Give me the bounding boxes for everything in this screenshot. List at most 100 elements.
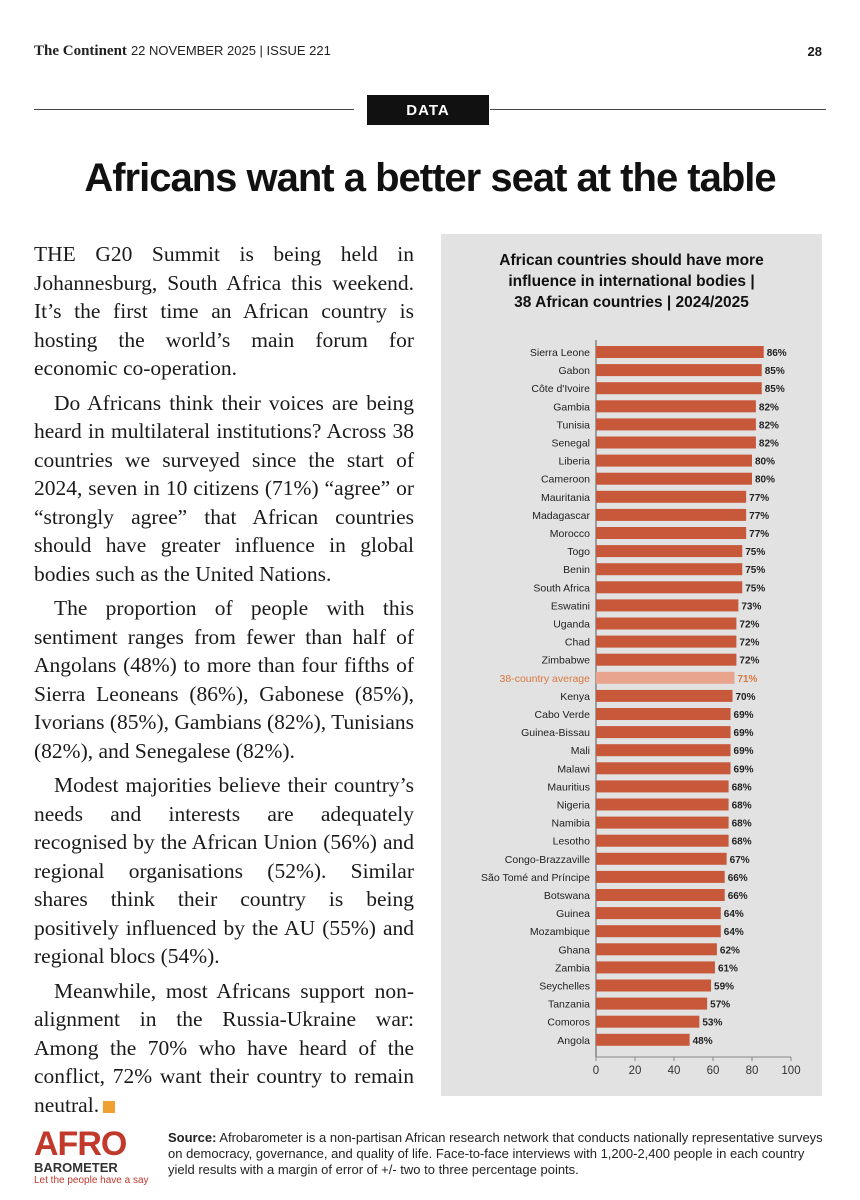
bar	[596, 852, 727, 865]
logo-text: AFRO	[34, 1125, 127, 1163]
category-label: Seychelles	[539, 981, 590, 993]
bar	[596, 346, 764, 358]
category-label: Lesotho	[553, 836, 591, 848]
bar	[596, 527, 747, 539]
data-label: 71%	[737, 674, 757, 685]
bar	[596, 961, 715, 974]
x-tick-label: 0	[593, 1065, 599, 1077]
bar	[596, 364, 762, 377]
category-label: Angola	[557, 1035, 590, 1047]
category-label: Côte d'Ivoire	[531, 383, 590, 395]
category-label: Senegal	[551, 438, 590, 450]
x-tick-label: 20	[629, 1065, 642, 1077]
paragraph: Do Africans think their voices are being…	[34, 390, 414, 586]
bar	[596, 997, 708, 1010]
footer: AFRO BAROMETER Let the people have a say…	[34, 1127, 826, 1187]
masthead: The Continent 22 NOVEMBER 2025 | ISSUE 2…	[34, 43, 331, 60]
data-label: 75%	[745, 583, 765, 594]
data-label: 70%	[736, 692, 756, 703]
bar	[596, 472, 752, 485]
bar	[596, 400, 756, 413]
category-label: Morocco	[550, 528, 590, 540]
publication-name: The Continent	[34, 43, 127, 59]
page-number: 28	[807, 44, 822, 59]
x-tick-label: 40	[668, 1065, 681, 1077]
data-label: 72%	[739, 656, 759, 667]
data-label: 67%	[730, 855, 750, 866]
data-label: 57%	[710, 1000, 730, 1011]
source-note: Source: Afrobarometer is a non-partisan …	[168, 1130, 828, 1178]
bar	[596, 545, 743, 558]
category-label: Botswana	[544, 890, 590, 902]
category-label: Kenya	[560, 691, 590, 703]
data-label: 77%	[749, 493, 769, 504]
bar	[596, 889, 725, 901]
bar	[596, 744, 731, 757]
bar	[596, 436, 756, 449]
category-label: Ghana	[558, 944, 590, 956]
bar	[596, 907, 721, 920]
bar	[596, 726, 731, 739]
bar	[596, 708, 731, 720]
afrobarometer-logo: AFRO BAROMETER Let the people have a say	[34, 1127, 154, 1187]
data-label: 69%	[734, 710, 754, 721]
category-label: Mozambique	[530, 926, 590, 938]
data-label: 69%	[734, 764, 754, 775]
bar	[596, 599, 739, 612]
category-label: Uganda	[553, 619, 590, 631]
data-label: 75%	[745, 547, 765, 558]
category-label: Gambia	[553, 401, 590, 413]
category-label: Tunisia	[557, 419, 591, 431]
section-rule-right	[490, 109, 826, 110]
bar	[596, 508, 747, 521]
bar	[596, 382, 762, 395]
category-label: Madagascar	[532, 510, 590, 522]
bar	[596, 925, 721, 938]
bar	[596, 870, 725, 883]
category-label: Sierra Leone	[530, 347, 590, 359]
data-label: 82%	[759, 420, 779, 431]
bar	[596, 1033, 690, 1046]
chart-panel: African countries should have more influ…	[441, 234, 822, 1096]
category-label: Tanzania	[548, 999, 590, 1011]
data-label: 73%	[741, 601, 761, 612]
data-label: 66%	[728, 873, 748, 884]
data-label: 82%	[759, 402, 779, 413]
category-label: Benin	[563, 564, 590, 576]
data-label: 68%	[732, 819, 752, 830]
data-label: 69%	[734, 746, 754, 757]
source-text: Afrobarometer is a non-partisan African …	[168, 1130, 823, 1177]
data-label: 62%	[720, 945, 740, 956]
category-label: Cameroon	[541, 474, 590, 486]
category-label: Zimbabwe	[542, 655, 591, 667]
data-label: 82%	[759, 439, 779, 450]
bar	[596, 780, 729, 793]
data-label: 85%	[765, 384, 785, 395]
category-label: Malawi	[557, 763, 590, 775]
data-label: 72%	[739, 620, 759, 631]
data-label: 64%	[724, 909, 744, 920]
bar	[596, 490, 747, 503]
category-label: Nigeria	[557, 800, 590, 812]
data-label: 80%	[755, 475, 775, 486]
article-body: THE G20 Summit is being held in Johannes…	[34, 240, 414, 1125]
source-label: Source:	[168, 1130, 217, 1145]
bar-chart: Sierra Leone 86% Gabon 85% Côte d'Ivoire 85% G…	[481, 340, 801, 1077]
issue-info: 22 NOVEMBER 2025 | ISSUE 221	[130, 43, 331, 58]
category-label: 38-country average	[500, 673, 591, 685]
paragraph: Meanwhile, most Africans support non-ali…	[34, 977, 414, 1120]
paragraph: Modest majorities believe their country’…	[34, 773, 414, 968]
category-label: Comoros	[547, 1017, 590, 1029]
data-label: 68%	[732, 837, 752, 848]
data-label: 68%	[732, 801, 752, 812]
data-label: 77%	[749, 529, 769, 540]
category-label: South Africa	[533, 582, 590, 594]
bar	[596, 617, 737, 630]
category-label: Mali	[571, 745, 590, 757]
paragraph: The proportion of people with this senti…	[34, 596, 414, 763]
category-label: Namibia	[551, 818, 590, 830]
bar	[596, 834, 729, 847]
logo-tagline: Let the people have a say	[34, 1175, 149, 1186]
chart-title: African countries should have more influ…	[499, 252, 764, 311]
section-tag: DATA	[367, 95, 489, 125]
